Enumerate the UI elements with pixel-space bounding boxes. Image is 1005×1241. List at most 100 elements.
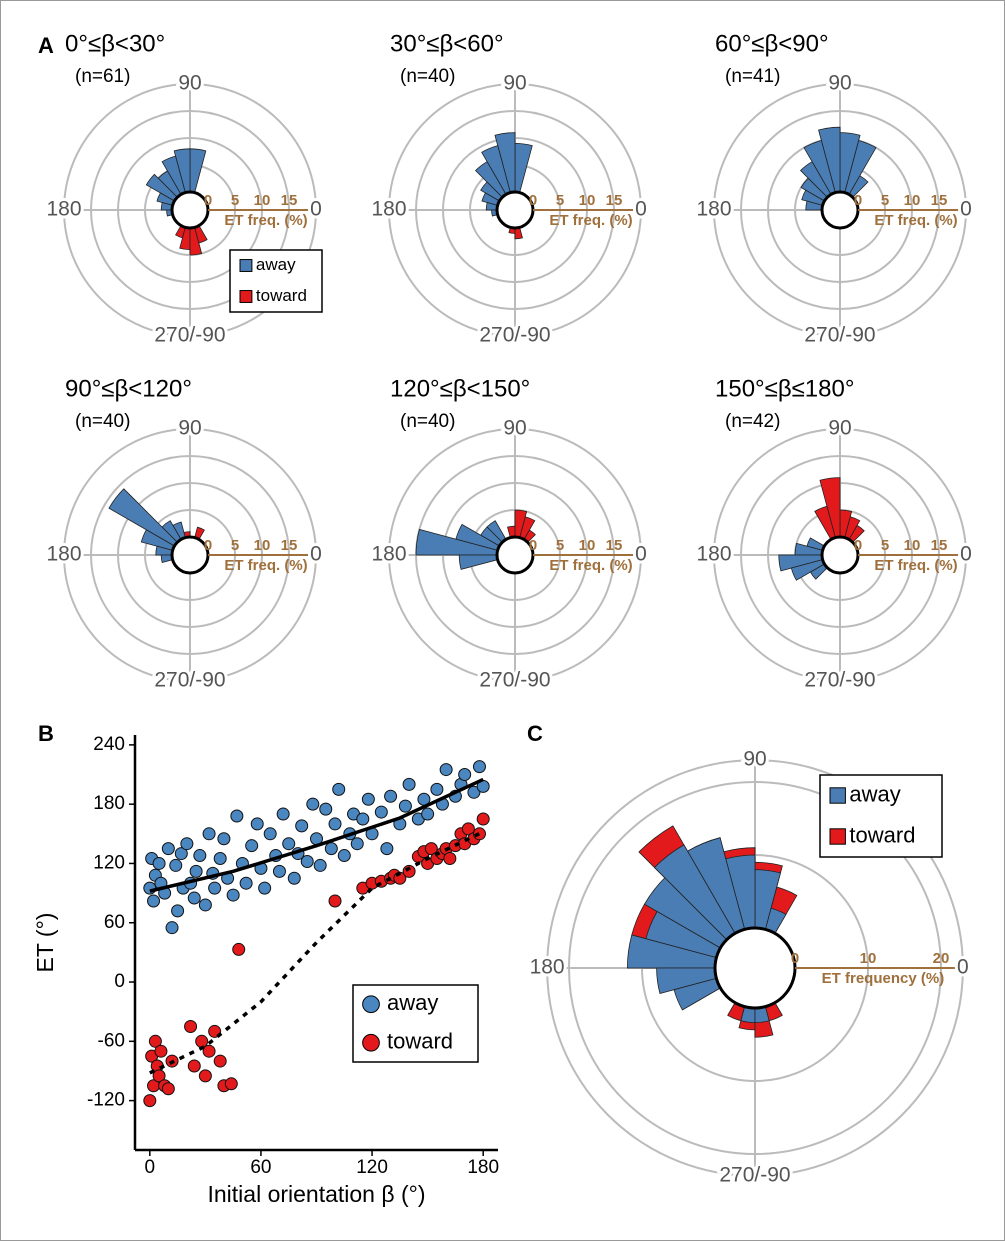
point <box>399 800 411 812</box>
r-tick-label: 0 <box>529 537 537 554</box>
point <box>375 806 387 818</box>
r-tick-label: 10 <box>254 537 271 554</box>
point <box>338 850 350 862</box>
chart-title: 90°≤β<120° <box>65 375 192 402</box>
point <box>431 783 443 795</box>
x-tick-label: 180 <box>467 1157 499 1178</box>
point <box>240 877 252 889</box>
r-tick-label: 10 <box>254 192 271 209</box>
y-tick-label: -60 <box>98 1030 125 1051</box>
point <box>329 818 341 830</box>
point <box>227 889 239 901</box>
y-tick-label: 60 <box>104 912 125 933</box>
angle-tick-label: 180 <box>371 198 406 221</box>
angle-tick-label: 0 <box>310 543 322 566</box>
point <box>362 793 374 805</box>
point <box>329 895 341 907</box>
y-tick-label: 180 <box>93 793 125 814</box>
chart-title: 150°≤β≤180° <box>715 375 854 402</box>
angle-tick-label: 90 <box>178 417 201 440</box>
r-axis-label: ET freq. (%) <box>874 557 957 574</box>
r-tick-label: 0 <box>204 537 212 554</box>
point <box>277 808 289 820</box>
r-tick-label: 15 <box>931 537 948 554</box>
point <box>314 859 326 871</box>
y-tick-label: 240 <box>93 734 125 755</box>
r-tick-label: 5 <box>881 192 889 209</box>
legend-swatch <box>363 1034 380 1051</box>
point <box>148 895 160 907</box>
x-axis-title: Initial orientation β (°) <box>207 1181 425 1207</box>
figure: A B C 051015ET freq. (%)090180270/-900°≤… <box>0 0 1005 1241</box>
r-tick-label: 10 <box>579 192 596 209</box>
angle-tick-label: 180 <box>696 198 731 221</box>
chart-title: 0°≤β<30° <box>65 30 165 57</box>
point <box>181 838 193 850</box>
r-tick-label: 5 <box>556 537 564 554</box>
point <box>199 899 211 911</box>
r-axis-label: ET freq. (%) <box>549 557 632 574</box>
center-hole <box>715 928 795 1008</box>
point <box>259 882 271 894</box>
angle-tick-label: 0 <box>960 198 972 221</box>
y-axis-title: ET (°) <box>32 913 58 973</box>
point <box>320 803 332 815</box>
point <box>440 764 452 776</box>
panel-label: C <box>527 721 543 746</box>
r-tick-label: 15 <box>606 537 623 554</box>
point <box>251 818 263 830</box>
r-tick-label: 0 <box>529 192 537 209</box>
center-hole <box>172 537 208 573</box>
point <box>155 1045 167 1057</box>
point <box>231 810 243 822</box>
chart-title: 120°≤β<150° <box>390 375 530 402</box>
point <box>196 1035 208 1047</box>
y-tick-label: 120 <box>93 852 125 873</box>
legend-swatch <box>830 829 845 844</box>
panel-label: A <box>38 33 54 58</box>
angle-tick-label: 90 <box>743 748 766 771</box>
point <box>422 808 434 820</box>
r-axis-label: ET freq. (%) <box>224 212 307 229</box>
point <box>307 798 319 810</box>
angle-tick-label: 90 <box>503 417 526 440</box>
r-tick-label: 10 <box>904 537 921 554</box>
point <box>203 1045 215 1057</box>
point <box>214 853 226 865</box>
x-tick-label: 120 <box>356 1157 388 1178</box>
center-hole <box>497 537 533 573</box>
point <box>444 853 456 865</box>
angle-tick-label: 270/-90 <box>154 669 225 692</box>
angle-tick-label: 270/-90 <box>804 669 875 692</box>
angle-tick-label: 270/-90 <box>719 1163 790 1186</box>
legend-label: toward <box>849 822 915 847</box>
x-tick-label: 0 <box>145 1157 156 1178</box>
point <box>477 813 489 825</box>
point <box>264 828 276 840</box>
r-tick-label: 10 <box>579 537 596 554</box>
point <box>144 1095 156 1107</box>
angle-tick-label: 0 <box>310 198 322 221</box>
point <box>172 905 184 917</box>
center-hole <box>497 192 533 228</box>
r-tick-label: 15 <box>281 537 298 554</box>
point <box>209 882 221 894</box>
panel-label: B <box>38 721 54 746</box>
angle-tick-label: 180 <box>530 956 565 979</box>
angle-tick-label: 90 <box>828 72 851 95</box>
angle-tick-label: 90 <box>503 72 526 95</box>
legend-label: toward <box>256 286 307 305</box>
center-hole <box>822 192 858 228</box>
point <box>170 859 182 871</box>
legend-swatch <box>363 996 380 1013</box>
point <box>301 855 313 867</box>
r-axis-label: ET freq. (%) <box>874 212 957 229</box>
x-tick-label: 60 <box>250 1157 271 1178</box>
point <box>162 843 174 855</box>
point <box>225 1078 237 1090</box>
chart-subtitle: (n=40) <box>75 411 130 432</box>
r-tick-label: 15 <box>606 192 623 209</box>
point <box>283 838 295 850</box>
r-tick-label: 5 <box>556 192 564 209</box>
point <box>153 857 165 869</box>
